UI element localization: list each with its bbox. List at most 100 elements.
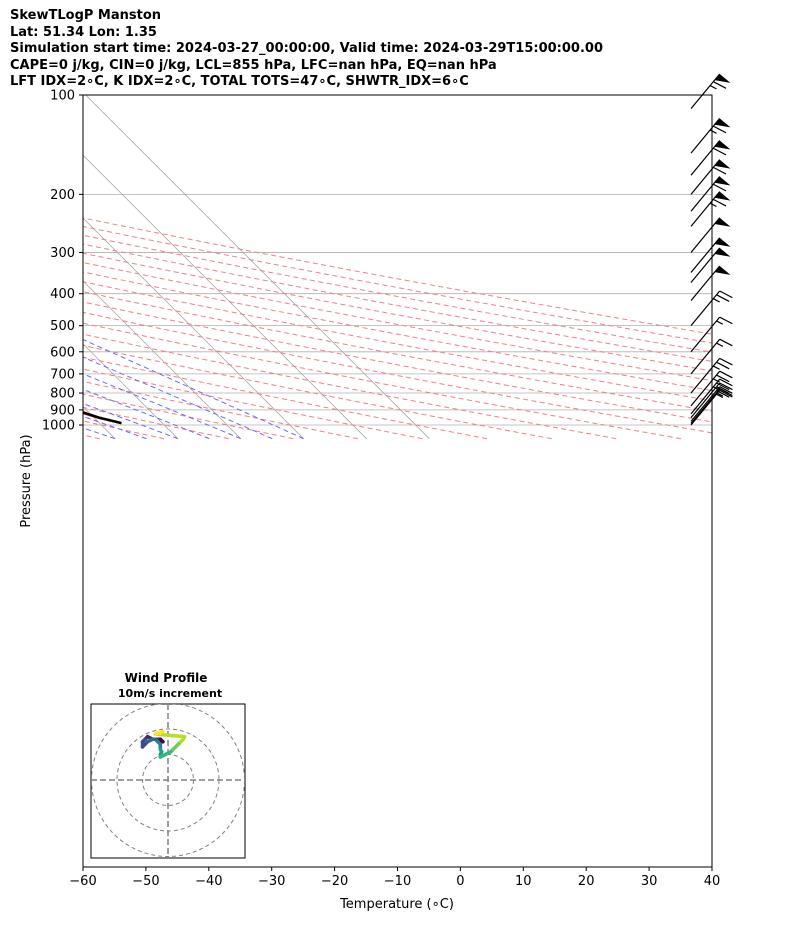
dewpoint-line	[0, 95, 47, 424]
wind-barb	[690, 191, 731, 227]
x-tick-label: −60	[69, 874, 96, 889]
dry-adiabat-line	[83, 243, 712, 362]
isotherm-line	[83, 280, 242, 439]
wind-barb-staff	[690, 370, 721, 407]
dry-adiabat-line	[83, 271, 712, 392]
x-tick-label: −50	[132, 874, 159, 889]
wind-barb-staff	[690, 389, 721, 426]
wind-barb-staff	[690, 191, 721, 227]
y-tick-label: 1000	[42, 419, 75, 434]
dry-adiabat-line	[83, 252, 712, 372]
moist-adiabat-line	[0, 80, 21, 439]
moist-adiabat-line	[83, 356, 273, 440]
wind-barb-half	[713, 378, 720, 383]
hodograph-subtitle: 10m/s increment	[118, 687, 222, 700]
wind-barb-staff	[690, 386, 721, 422]
wind-barb-full	[716, 361, 730, 370]
wind-barb-staff	[690, 316, 721, 353]
wind-barb-full	[719, 378, 733, 387]
wind-barb-staff	[690, 338, 721, 375]
dry-adiabat-line	[83, 333, 617, 440]
chart-header: SkewTLogP Manston Lat: 51.34 Lon: 1.35 S…	[10, 8, 790, 91]
wind-barb-half	[709, 129, 717, 134]
header-cape: CAPE=0 j/kg, CIN=0 j/kg, LCL=855 hPa, LF…	[10, 57, 497, 73]
wind-barb-staff	[690, 73, 721, 110]
wind-barb-full	[719, 338, 733, 347]
y-tick-label: 400	[50, 287, 75, 302]
moist-adiabat-line	[83, 373, 241, 440]
header-station: SkewTLogP Manston	[10, 8, 162, 23]
wind-barb	[690, 389, 733, 426]
wind-barb-staff	[690, 247, 721, 283]
y-axis-label: Pressure (hPa)	[19, 434, 34, 527]
dry-adiabat-line	[83, 217, 712, 335]
isotherm-line	[83, 154, 367, 439]
x-tick-label: −20	[321, 874, 348, 889]
x-tick-label: −30	[258, 874, 285, 889]
wind-barb-staff	[690, 357, 721, 394]
x-tick-label: 10	[515, 874, 532, 889]
wind-barb-pennant	[714, 140, 731, 150]
dry-adiabat-line	[83, 380, 358, 440]
wind-barb	[690, 140, 731, 176]
dry-adiabat-line	[83, 225, 712, 344]
wind-barb-staff	[690, 140, 721, 176]
header-latlon: Lat: 51.34 Lon: 1.35	[10, 24, 157, 40]
wind-barb-half	[716, 320, 724, 325]
wind-barb-pennant	[714, 118, 731, 128]
y-tick-label: 800	[50, 387, 75, 402]
dry-adiabat-line	[83, 291, 712, 412]
x-tick-label: 0	[456, 874, 464, 889]
wind-barb-full	[713, 183, 727, 192]
dry-adiabat-line	[83, 234, 712, 353]
wind-barb-full	[719, 370, 733, 379]
wind-barb-full	[719, 389, 733, 398]
wind-barb-full	[713, 81, 727, 89]
wind-barb-staff	[690, 378, 721, 415]
wind-barbs	[690, 73, 733, 426]
y-tick-label: 600	[50, 345, 75, 360]
wind-barb-full	[719, 388, 733, 397]
wind-barb-full	[713, 198, 727, 207]
wind-barb-staff	[690, 217, 721, 253]
wind-barb-pennant	[714, 237, 731, 247]
wind-barb-full	[719, 316, 733, 325]
x-axis-label: Temperature (∘C)	[339, 897, 454, 912]
wind-barb-full	[713, 147, 727, 156]
y-tick-label: 900	[50, 403, 75, 418]
y-tick-label: 100	[50, 89, 75, 104]
x-tick-label: −40	[195, 874, 222, 889]
wind-barb	[690, 217, 731, 253]
wind-barb	[690, 247, 731, 283]
wind-barb	[690, 290, 733, 327]
header-indices: LFT IDX=2∘C, K IDX=2∘C, TOTAL TOTS=47∘C,…	[10, 74, 469, 89]
wind-barb	[690, 118, 731, 154]
dry-adiabat-line	[83, 322, 681, 440]
isotherm-line	[83, 217, 304, 439]
wind-barb	[690, 370, 733, 407]
wind-barb-pennant	[714, 217, 731, 227]
wind-barb-staff	[690, 237, 721, 273]
wind-barb-pennant	[714, 191, 731, 201]
hodograph-title: Wind Profile	[125, 671, 208, 685]
x-tick-label: −10	[384, 874, 411, 889]
wind-barb-staff	[690, 382, 721, 419]
wind-barb	[690, 159, 731, 195]
wind-barb-full	[719, 386, 733, 394]
isotherm-line	[83, 343, 179, 439]
wind-barb	[690, 316, 733, 353]
axes: Temperature (∘C) Pressure (hPa) −60 −50 −4…	[19, 89, 720, 913]
wind-barb-half	[709, 85, 717, 90]
wind-barb-full	[719, 357, 733, 366]
wind-barb-staff	[690, 265, 721, 302]
moist-adiabat-line	[0, 80, 52, 439]
wind-barb-staff	[690, 159, 721, 195]
wind-barb-staff	[690, 290, 721, 327]
hodograph-inset: Wind Profile 10m/s increment	[90, 671, 246, 859]
wind-barb-pennant	[714, 265, 731, 275]
dry-adiabat-line	[83, 301, 712, 423]
wind-barb-pennant	[714, 159, 731, 169]
wind-barb-half	[716, 342, 724, 347]
dry-adiabat-line	[83, 368, 423, 440]
wind-barb-full	[716, 374, 730, 383]
